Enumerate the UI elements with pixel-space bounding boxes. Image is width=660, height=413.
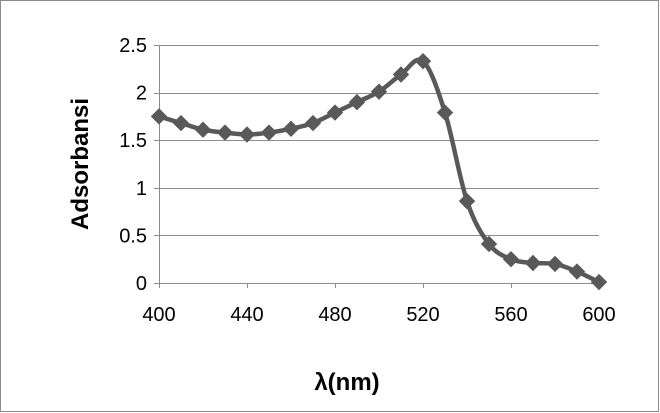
data-point-marker [216,124,234,141]
y-tick-label: 1 [136,178,147,200]
data-point-marker [590,273,608,291]
y-tick-label: 2.5 [119,35,147,57]
y-tick-label: 0.5 [119,225,147,247]
data-point-marker [370,83,388,100]
axes [154,45,600,288]
data-point-marker [502,250,520,268]
data-point-marker [436,104,454,121]
x-tick-label: 560 [494,304,527,326]
data-point-marker [524,254,542,272]
y-tick-label: 2 [136,83,147,105]
y-axis-title: Adsorbansi [67,98,94,230]
x-tick-label: 600 [582,304,615,326]
x-tick-label: 400 [142,304,175,326]
data-point-marker [194,121,212,138]
data-point-marker [150,108,168,125]
data-point-marker [458,192,476,210]
data-point-marker [392,66,410,83]
gridlines [159,45,599,236]
data-point-marker [348,93,366,111]
data-point-marker [546,255,564,273]
data-point-marker [238,126,256,143]
y-tick-label: 0 [136,273,147,295]
data-point-marker [326,104,344,121]
x-tick-label: 440 [230,304,263,326]
data-point-marker [172,114,190,132]
x-tick-label: 480 [318,304,351,326]
data-point-marker [282,120,300,137]
x-tick-label: 520 [406,304,439,326]
y-tick-label: 1.5 [119,130,147,152]
data-point-marker [568,263,586,280]
data-point-marker [260,124,278,141]
series-layer [150,52,608,291]
y-tick-labels: 0 0.5 1 1.5 2 2.5 [119,35,147,295]
x-tick-labels: 400 440 480 520 560 600 [142,304,615,326]
data-point-marker [304,114,322,132]
x-axis-title: λ(nm) [314,369,379,396]
data-point-marker [480,235,498,253]
data-point-marker [414,52,432,70]
